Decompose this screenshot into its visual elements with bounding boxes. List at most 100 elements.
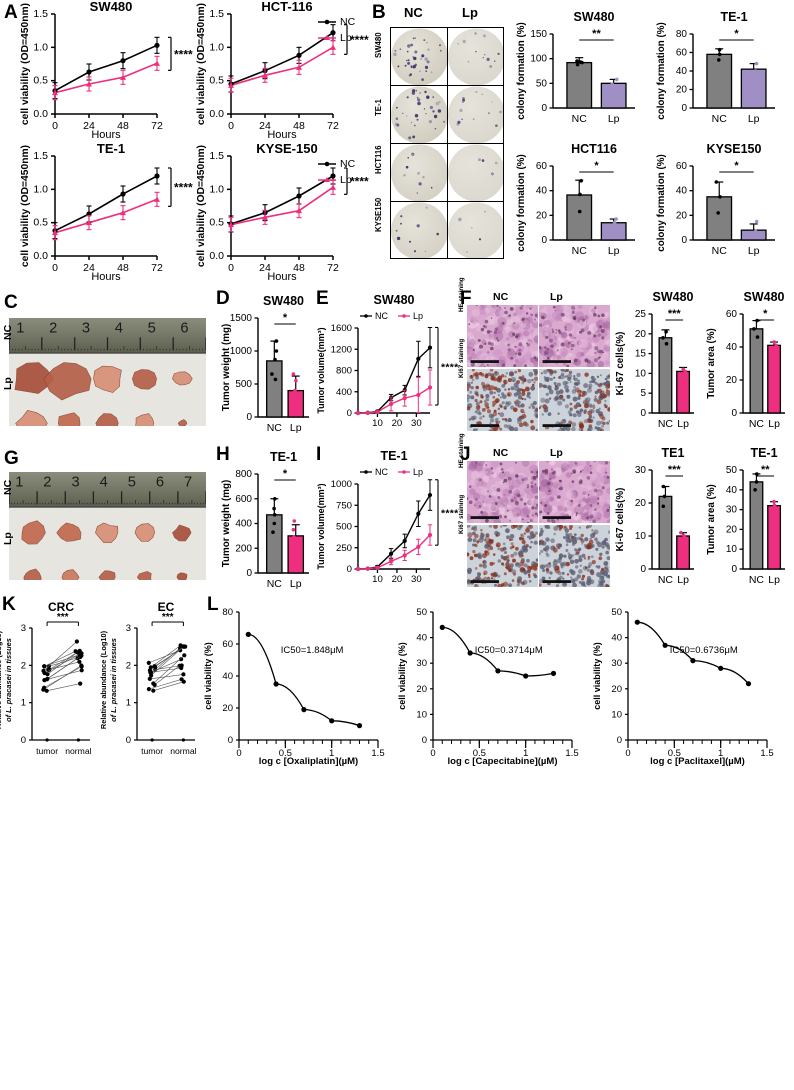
svg-text:3: 3 [82,321,90,337]
svg-text:1: 1 [16,321,24,337]
svg-text:1.5: 1.5 [371,748,384,759]
svg-text:30: 30 [635,465,647,476]
svg-text:40: 40 [676,186,688,197]
svg-text:50: 50 [416,607,427,618]
svg-text:Ki-67 cells(%): Ki-67 cells(%) [615,332,626,396]
svg-text:Lp: Lp [748,245,760,257]
svg-text:***: *** [57,612,69,623]
svg-text:1.5: 1.5 [209,8,224,20]
svg-text:*: * [734,160,739,172]
svg-text:80: 80 [676,29,688,40]
svg-text:tumor: tumor [141,746,163,756]
svg-text:40: 40 [536,186,548,197]
svg-text:0: 0 [126,735,131,746]
svg-text:NC: NC [749,574,765,586]
svg-text:1: 1 [21,698,26,709]
svg-text:cell viability (OD=450nm): cell viability (OD=450nm) [196,3,207,125]
svg-text:6: 6 [156,475,164,491]
svg-text:1.0: 1.0 [33,41,48,53]
svg-text:colony formation (%): colony formation (%) [516,154,527,251]
svg-text:60: 60 [536,161,548,172]
svg-text:0: 0 [347,564,352,575]
svg-text:NC: NC [375,311,388,321]
svg-text:30: 30 [411,574,422,585]
svg-text:10: 10 [635,531,647,542]
svg-text:cell viability (%): cell viability (%) [592,642,602,710]
svg-text:7: 7 [184,475,192,491]
svg-text:6: 6 [180,321,188,337]
svg-text:0: 0 [731,564,737,575]
svg-text:Tumor weight (mg): Tumor weight (mg) [221,324,232,411]
svg-text:1.5: 1.5 [33,150,48,162]
svg-text:0.0: 0.0 [33,108,48,120]
svg-text:Relative abundance (Log10): Relative abundance (Log10) [99,630,108,729]
svg-text:SW480: SW480 [744,290,785,304]
svg-text:10: 10 [726,544,738,555]
svg-text:***: *** [668,464,682,476]
svg-text:400: 400 [235,519,252,530]
svg-text:500: 500 [336,522,352,533]
svg-text:0: 0 [640,408,646,419]
svg-text:5: 5 [148,321,156,337]
svg-text:0: 0 [625,748,630,759]
svg-text:Tumor volume(mm³): Tumor volume(mm³) [316,483,326,569]
svg-text:72: 72 [327,120,339,132]
svg-text:0: 0 [617,735,622,746]
svg-text:1.0: 1.0 [33,183,48,195]
svg-text:40: 40 [726,485,738,496]
svg-text:20: 20 [676,210,688,221]
svg-text:4: 4 [100,475,108,491]
svg-text:NC: NC [267,578,283,590]
svg-text:5: 5 [640,388,646,399]
svg-text:log c [Oxaliplatin](µM): log c [Oxaliplatin](µM) [259,756,358,766]
svg-text:NC: NC [267,422,283,434]
svg-text:40: 40 [416,633,427,644]
svg-text:Lp: Lp [608,245,620,257]
svg-text:Hours: Hours [91,129,121,140]
svg-text:SW480: SW480 [90,0,133,14]
svg-text:tumor: tumor [36,746,58,756]
svg-text:Lp: Lp [748,113,760,125]
svg-text:*: * [734,28,739,40]
svg-text:***: *** [668,308,682,320]
svg-text:NC: NC [375,467,388,477]
svg-text:40: 40 [611,633,622,644]
svg-text:40: 40 [676,66,688,77]
svg-text:500: 500 [235,379,252,390]
svg-text:30: 30 [411,418,422,429]
svg-text:0: 0 [681,103,687,114]
svg-text:*: * [283,312,288,324]
svg-text:Hours: Hours [267,271,297,282]
svg-text:1: 1 [15,475,23,491]
svg-text:**: ** [761,464,770,476]
svg-text:0: 0 [228,735,233,746]
svg-text:NC: NC [749,418,765,430]
svg-text:60: 60 [222,639,233,650]
svg-text:1: 1 [126,698,131,709]
svg-text:1600: 1600 [331,323,352,334]
svg-text:72: 72 [151,262,163,274]
svg-text:*: * [763,308,768,320]
svg-text:cell viability (OD=450nm): cell viability (OD=450nm) [196,145,207,267]
svg-text:100: 100 [530,54,547,65]
svg-text:KYSE-150: KYSE-150 [256,142,317,156]
svg-text:1.5: 1.5 [760,748,773,759]
svg-text:Relative abundance (Log10): Relative abundance (Log10) [0,630,3,729]
svg-text:10: 10 [635,368,647,379]
svg-text:250: 250 [336,543,352,554]
svg-text:Lp: Lp [768,418,780,430]
svg-text:60: 60 [726,309,738,320]
svg-text:0.0: 0.0 [209,108,224,120]
svg-text:0: 0 [422,735,427,746]
svg-text:cell viability (%): cell viability (%) [203,642,213,710]
svg-text:20: 20 [726,375,738,386]
svg-text:Tumor area (%): Tumor area (%) [706,484,717,555]
svg-text:40: 40 [222,671,233,682]
svg-text:*: * [594,160,599,172]
svg-text:0: 0 [228,120,234,132]
svg-text:50: 50 [726,465,738,476]
svg-text:NC: NC [658,574,674,586]
svg-text:TE-1: TE-1 [720,10,747,24]
svg-text:20: 20 [416,684,427,695]
svg-text:Tumor weight (mg): Tumor weight (mg) [221,480,232,567]
